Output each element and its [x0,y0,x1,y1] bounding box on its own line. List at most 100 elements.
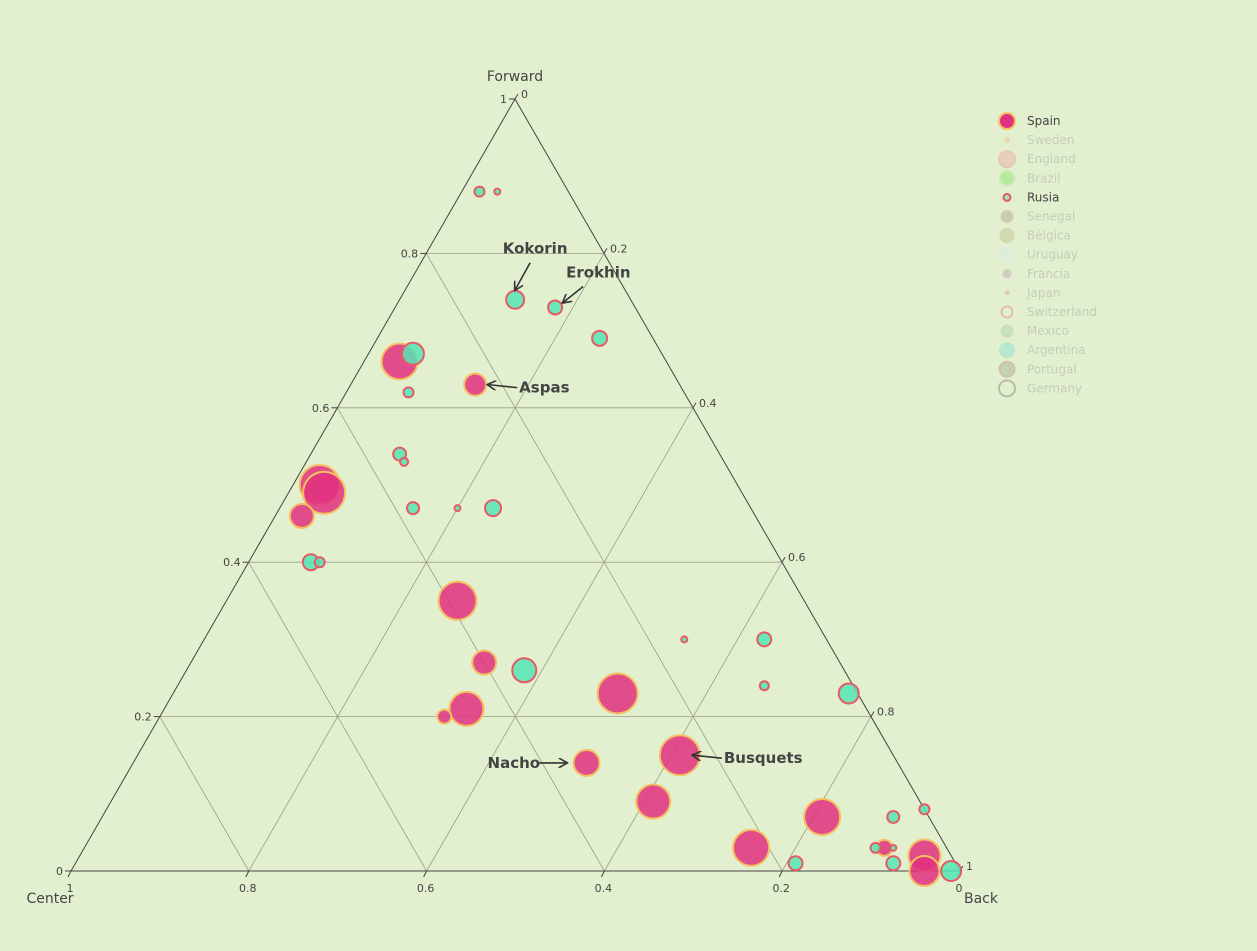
legend-label: Germany [1027,381,1082,395]
data-point-rusia [869,841,882,854]
data-point-rusia [493,187,502,196]
legend-item-francia: Francia [1002,267,1070,281]
tick-label-center: 0.6 [417,882,435,895]
data-point-rusia [918,803,931,816]
legend-marker [1002,192,1012,202]
tick-label-back: 0.2 [610,242,628,255]
legend-marker [998,360,1016,378]
tick-mark-back [514,93,519,100]
tick-mark-center [423,870,428,878]
tick-mark-back [603,248,608,254]
data-point-spain [635,783,672,820]
legend-marker [1000,305,1014,319]
tick-label-center: 0 [956,882,963,895]
tick-mark-center [600,870,605,878]
data-point-rusia [406,501,421,516]
data-point-spain [572,748,601,777]
ternary-frame [70,97,961,872]
data-point-rusia [787,855,804,872]
data-point-spain [908,855,941,887]
annotation-arrow [515,262,531,290]
legend-item-portugal: Portugal [998,360,1077,378]
data-point-rusia [400,341,425,366]
axis-title-center: Center [26,891,73,907]
legend-label: Portugal [1027,362,1077,376]
legend-label: Bélgica [1027,229,1071,243]
annotation-label: Busquets [724,749,803,767]
tick-mark-back [870,711,875,717]
tick-labels: 00.20.40.60.8100.20.40.60.8100.20.40.60.… [56,88,973,895]
data-point-rusia [886,809,901,824]
tick-label-forward: 0 [56,865,63,878]
legend-label: Brazil [1027,171,1061,185]
tick-mark-back [781,556,786,563]
legend-marker [998,379,1016,398]
legend-item-england: England [998,150,1076,169]
tick-label-back: 0.4 [699,397,717,410]
legend-item-mexico: Mexico [1000,324,1069,338]
legend-label: Japan [1026,286,1060,300]
legend-marker [999,246,1015,263]
legend-item-rusia: Rusia [1002,190,1059,204]
triangle-outline [70,97,961,872]
legend-label: Switzerland [1027,305,1097,319]
data-point-rusia [505,289,526,310]
grid-line-back [604,562,783,872]
legend-marker [999,342,1015,359]
data-point-spain [436,708,453,725]
data-point-rusia [511,657,538,684]
data-point-rusia [680,635,689,644]
legend-label: England [1027,152,1076,166]
data-point-spain [803,797,842,836]
legend-label: Francia [1027,267,1070,281]
data-point-spain [448,690,485,727]
tick-label-back: 0 [521,88,528,101]
annotation-label: Aspas [519,379,569,397]
axis-title-forward: Forward [487,69,543,85]
legend-label: Mexico [1027,324,1069,338]
tick-label-back: 1 [966,860,973,873]
tick-label-center: 0.2 [772,882,790,895]
legend-marker [998,150,1016,169]
legend-marker [998,169,1016,187]
legend-item-brazil: Brazil [998,169,1061,187]
legend-label: Senegal [1027,210,1075,224]
legend-item-sweden: Sweden [1004,133,1074,147]
data-point-rusia [885,855,902,872]
legend-label: Uruguay [1027,248,1078,262]
tick-label-forward: 0.6 [312,402,330,415]
grid-line-back [426,407,694,872]
legend-label: Argentina [1027,343,1086,357]
annotation-arrow [693,755,722,758]
grid-line-center [159,716,250,872]
legend-item-bélgica: Bélgica [999,228,1071,244]
legend-marker [999,228,1015,244]
tick-label-forward: 1 [500,93,507,106]
legend-marker [1004,137,1010,144]
legend-marker [998,112,1016,130]
data-point-rusia [402,386,415,399]
tick-label-forward: 0.4 [223,556,241,569]
data-point-rusia [758,680,770,692]
data-point-rusia [547,299,564,316]
legend-marker [1004,290,1010,296]
tick-label-center: 0.8 [239,882,257,895]
data-point-rusia [399,456,410,467]
legend-marker [1000,324,1014,338]
legend-marker [1000,210,1014,223]
annotation-arrow [488,385,518,388]
data-point-spain [302,470,347,515]
legend-label: Sweden [1027,133,1074,147]
tick-label-forward: 0.8 [401,247,419,260]
data-point-rusia [473,185,486,198]
legend-item-argentina: Argentina [999,342,1086,359]
data-point-rusia [837,682,860,705]
data-point-spain [463,372,488,397]
annotation-label: Kokorin [503,240,568,258]
data-point-rusia [889,843,898,852]
tick-mark-center [245,870,250,878]
data-point-rusia [313,556,326,569]
data-point-rusia [756,631,773,648]
annotation-label: Erokhin [566,263,630,281]
